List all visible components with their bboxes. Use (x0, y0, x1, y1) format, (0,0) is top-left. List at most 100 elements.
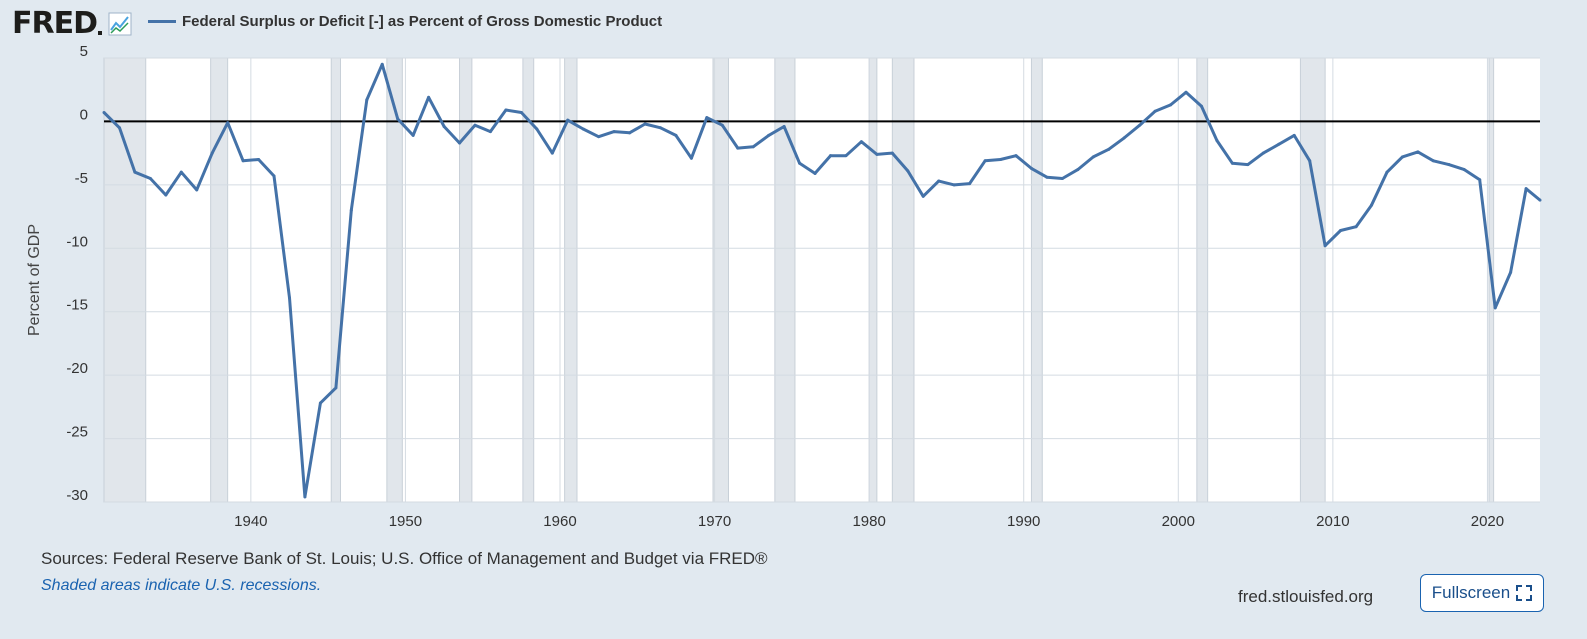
data-point (504, 108, 508, 112)
data-point (952, 183, 956, 187)
data-point (968, 182, 972, 186)
y-axis-ticks: 5 0 -5 -10 -15 -20 -25 -30 (66, 43, 88, 504)
data-point (442, 125, 446, 129)
data-point (349, 208, 353, 212)
data-point (612, 130, 616, 134)
data-point (1060, 177, 1064, 181)
fred-logo-dot (98, 31, 102, 35)
recession-band (774, 57, 796, 503)
data-point (767, 133, 771, 137)
data-point (550, 151, 554, 155)
data-point (488, 130, 492, 134)
data-point (427, 95, 431, 99)
recession-bands (103, 57, 1495, 503)
x-tick-label: 1960 (543, 513, 576, 530)
data-point (257, 157, 261, 161)
y-tick-label: -20 (66, 360, 88, 377)
data-point (102, 111, 106, 115)
data-point (195, 188, 199, 192)
data-point (890, 151, 894, 155)
data-point (1370, 203, 1374, 207)
data-point (458, 141, 462, 145)
site-url[interactable]: fred.stlouisfed.org (1238, 587, 1374, 606)
data-point (287, 296, 291, 300)
recession-band (103, 57, 147, 503)
x-tick-label: 2020 (1471, 513, 1504, 530)
data-point (164, 193, 168, 197)
x-tick-label: 1980 (852, 513, 885, 530)
data-point (844, 154, 848, 158)
data-point (1076, 168, 1080, 172)
data-point (1138, 123, 1142, 127)
x-tick-label: 1970 (698, 513, 731, 530)
y-tick-label: -25 (66, 424, 88, 441)
x-tick-label: 2010 (1316, 513, 1349, 530)
data-point (581, 127, 585, 131)
fred-header: FRED (12, 8, 132, 40)
data-point (597, 135, 601, 139)
fred-graph-icon (108, 12, 132, 36)
data-point (1416, 150, 1420, 154)
data-point (380, 62, 384, 66)
data-point (148, 177, 152, 181)
fullscreen-icon (1516, 585, 1533, 601)
data-point (875, 152, 879, 156)
data-point (117, 126, 121, 130)
data-point (1431, 159, 1435, 163)
data-point (1199, 104, 1203, 108)
fullscreen-button[interactable]: Fullscreen (1420, 574, 1544, 612)
data-point (736, 146, 740, 150)
data-point (210, 151, 214, 155)
data-point (365, 98, 369, 102)
data-point (566, 118, 570, 122)
data-point (241, 159, 245, 163)
data-point (937, 179, 941, 183)
data-point (1538, 198, 1542, 202)
y-tick-label: -5 (75, 170, 88, 187)
data-point (798, 161, 802, 165)
data-point (1169, 103, 1173, 107)
recession-band (1030, 57, 1043, 503)
data-point (1261, 151, 1265, 155)
data-point (658, 126, 662, 130)
y-tick-label: 5 (80, 43, 88, 60)
series-line (102, 62, 1541, 499)
data-point (179, 170, 183, 174)
sources-text: Sources: Federal Reserve Bank of St. Lou… (41, 549, 768, 568)
data-point (813, 171, 817, 175)
data-point (1478, 178, 1482, 182)
y-tick-label: -10 (66, 233, 88, 250)
data-point (906, 169, 910, 173)
data-point (1153, 109, 1157, 113)
data-point (303, 495, 307, 499)
data-point (1400, 155, 1404, 159)
y-axis-label: Percent of GDP (26, 224, 43, 336)
data-point (1184, 90, 1188, 94)
fred-logo[interactable]: FRED (12, 6, 98, 41)
data-point (226, 121, 230, 125)
data-point (1091, 155, 1095, 159)
recession-note: Shaded areas indicate U.S. recessions. (41, 577, 322, 594)
data-point (674, 133, 678, 137)
recession-band (1299, 57, 1326, 503)
data-point (859, 140, 863, 144)
y-tick-label: -15 (66, 297, 88, 314)
recession-band (891, 57, 915, 503)
data-point (1215, 138, 1219, 142)
recession-band (459, 57, 473, 503)
fullscreen-label: Fullscreen (1431, 583, 1511, 602)
data-point (1029, 166, 1033, 170)
data-point (921, 194, 925, 198)
data-point (705, 116, 709, 120)
recession-band (868, 57, 878, 503)
data-point (1462, 168, 1466, 172)
data-point (473, 123, 477, 127)
data-point (411, 133, 415, 137)
data-point (133, 170, 137, 174)
data-point (1447, 163, 1451, 167)
data-point (1385, 170, 1389, 174)
y-tick-label: -30 (66, 487, 88, 504)
data-point (720, 123, 724, 127)
data-point (535, 127, 539, 131)
data-point (1107, 147, 1111, 151)
